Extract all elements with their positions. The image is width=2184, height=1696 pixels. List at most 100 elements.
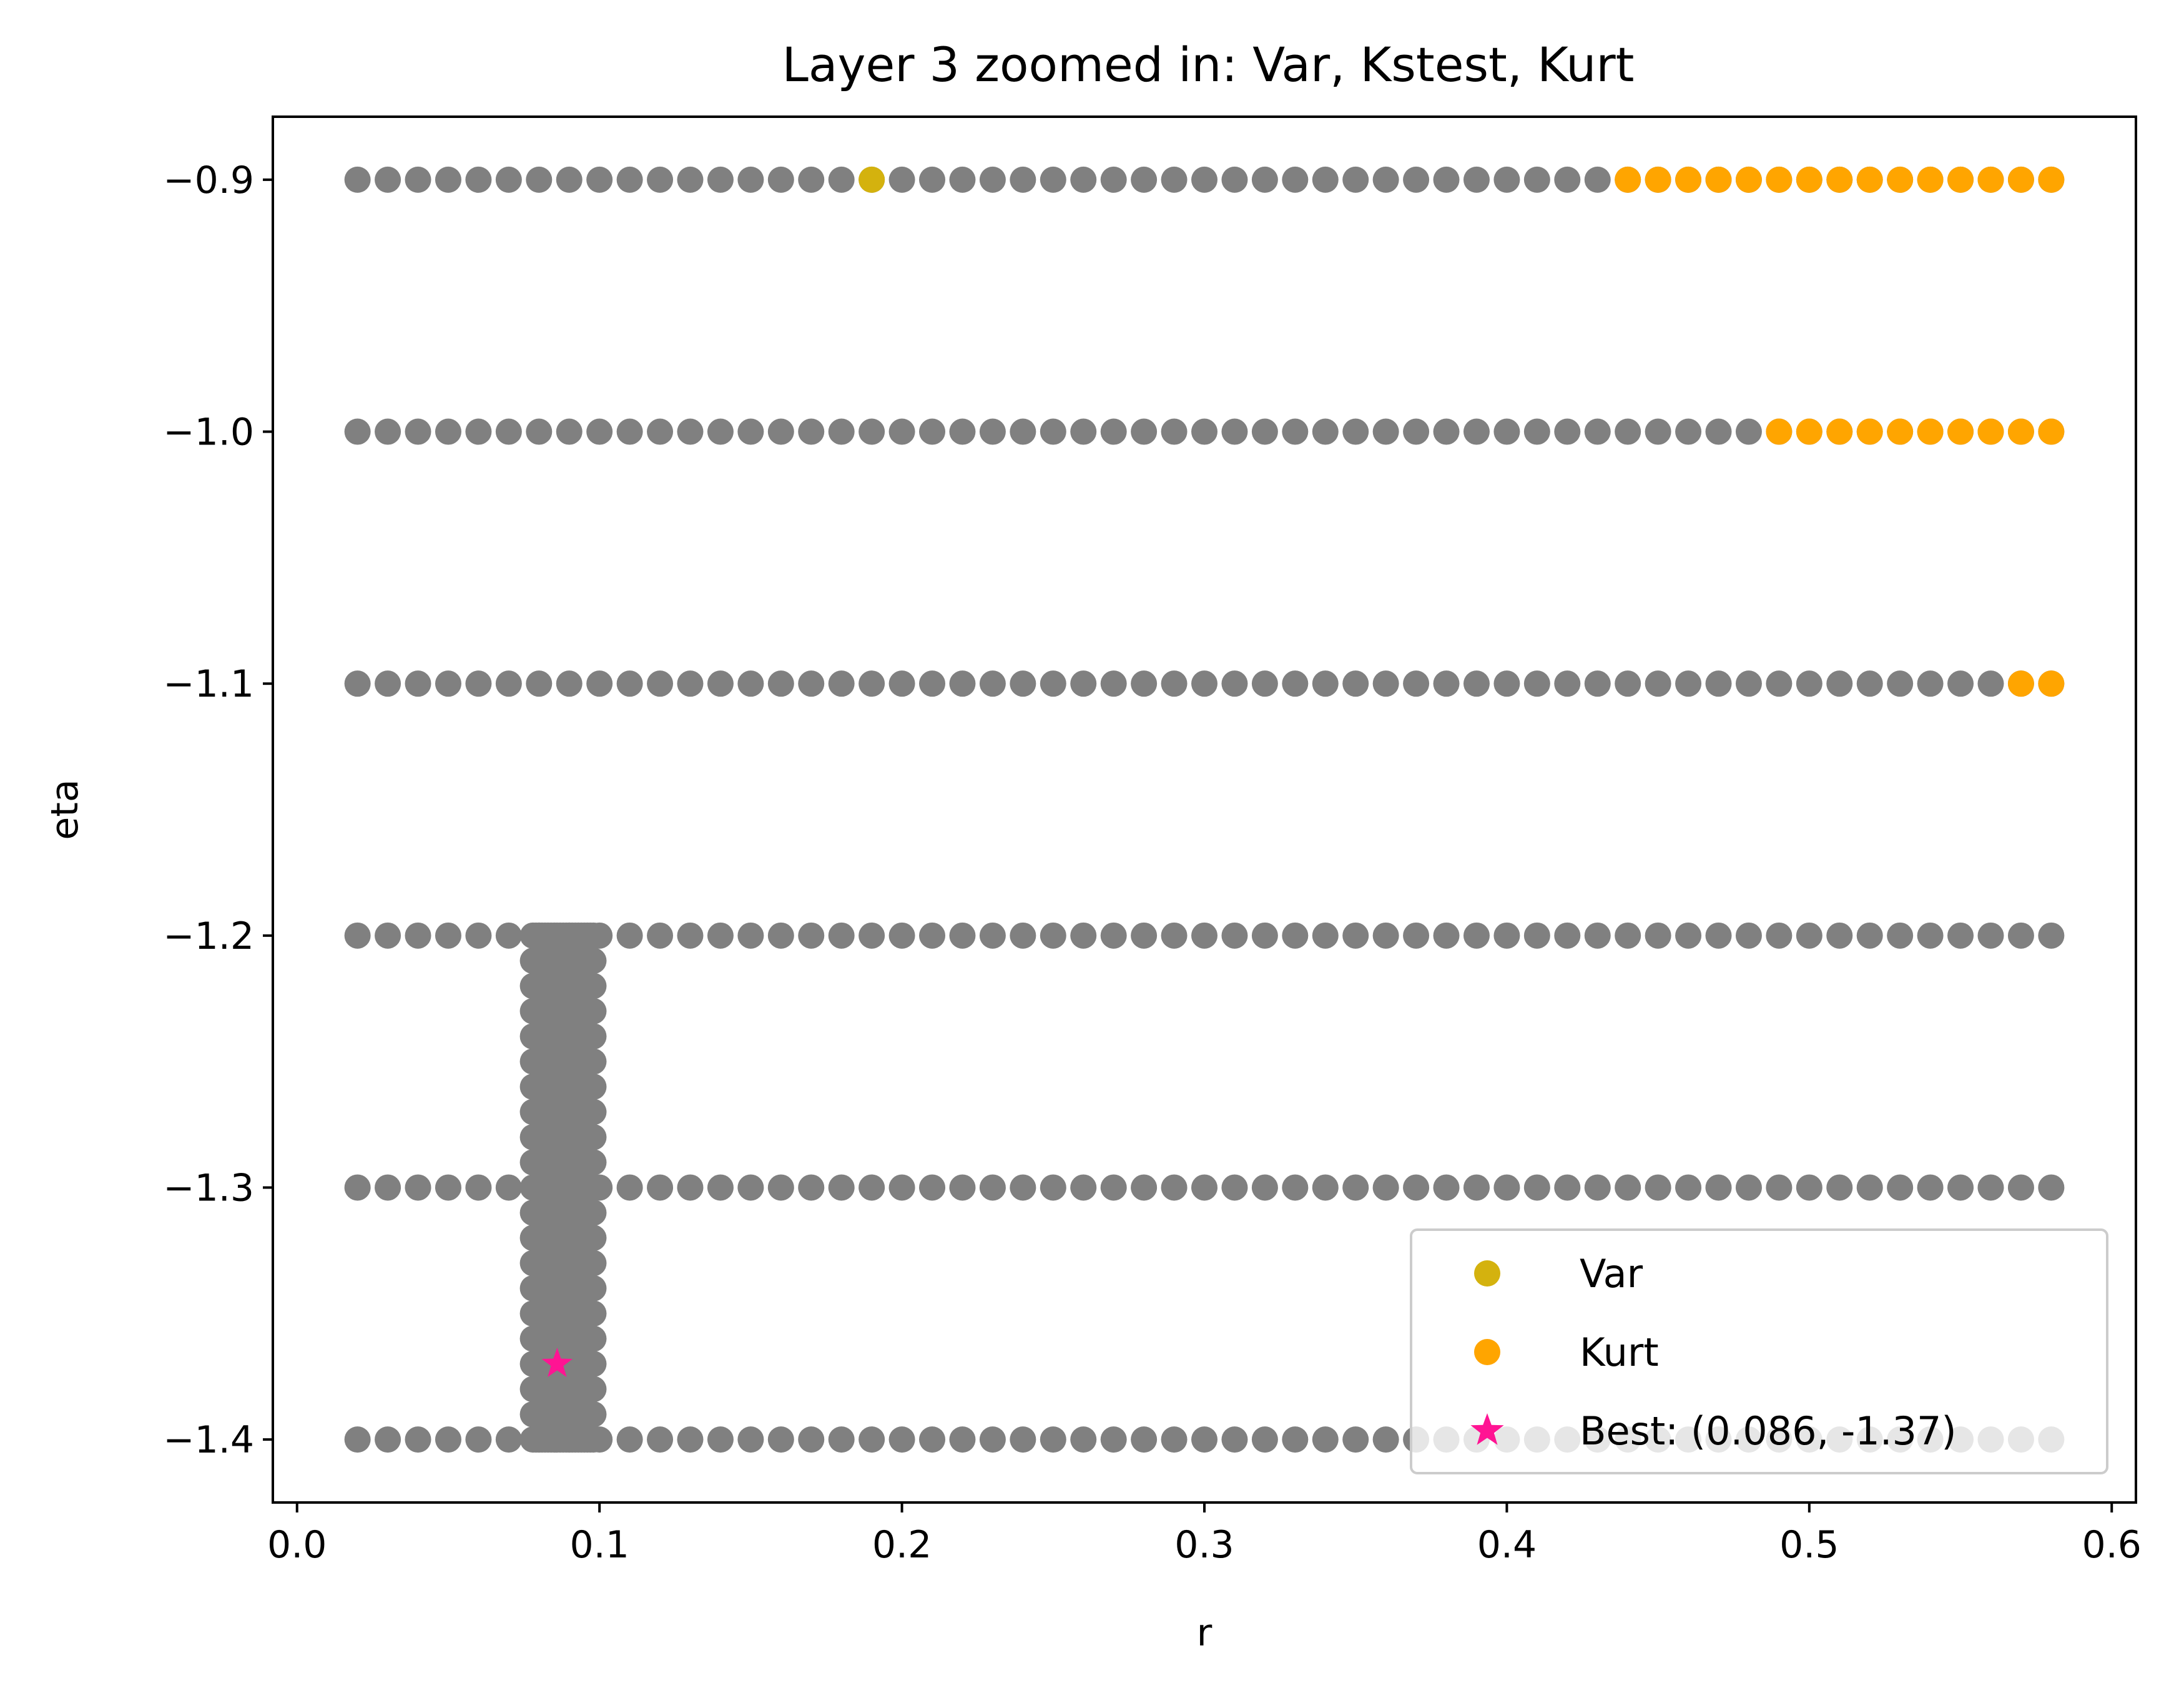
grid-point (616, 166, 643, 193)
fine-grid-point (580, 1325, 607, 1352)
grid-point (1251, 922, 1278, 949)
grid-point (1191, 166, 1217, 193)
grid-point (1403, 418, 1430, 445)
grid-point (919, 418, 946, 445)
x-tick-label: 0.5 (1779, 1523, 1839, 1567)
grid-point (858, 922, 885, 949)
kurt-point (1675, 166, 1702, 193)
grid-point (1403, 166, 1430, 193)
grid-point (647, 418, 674, 445)
grid-point (949, 922, 976, 949)
grid-point (1856, 1174, 1883, 1201)
grid-point (1191, 670, 1217, 697)
grid-point (1493, 922, 1520, 949)
grid-point (465, 166, 492, 193)
y-axis-label: eta (43, 779, 87, 840)
legend-label: Kurt (1580, 1330, 1659, 1375)
grid-point (344, 418, 371, 445)
grid-point (1010, 1426, 1036, 1453)
grid-point (1010, 1174, 1036, 1201)
grid-point (1917, 670, 1944, 697)
grid-point (1131, 670, 1158, 697)
grid-point (858, 1426, 885, 1453)
grid-point (1493, 166, 1520, 193)
grid-point (1433, 418, 1460, 445)
fine-grid-point (580, 1099, 607, 1125)
kurt-point (1735, 166, 1762, 193)
grid-point (405, 1174, 431, 1201)
grid-point (375, 1174, 401, 1201)
grid-point (888, 922, 915, 949)
grid-point (1131, 1426, 1158, 1453)
grid-point (707, 166, 734, 193)
grid-point (767, 670, 794, 697)
grid-point (707, 670, 734, 697)
fine-grid-point (580, 1048, 607, 1075)
grid-point (344, 1174, 371, 1201)
grid-point (1615, 922, 1641, 949)
kurt-point (1645, 166, 1671, 193)
grid-point (1251, 166, 1278, 193)
grid-point (1493, 418, 1520, 445)
grid-point (1191, 418, 1217, 445)
x-tick-label: 0.3 (1174, 1523, 1234, 1567)
grid-point (586, 418, 613, 445)
grid-point (1070, 922, 1097, 949)
kurt-point (1826, 166, 1853, 193)
y-tick-label: −1.4 (163, 1418, 254, 1462)
kurt-point (1977, 418, 2004, 445)
grid-point (465, 1174, 492, 1201)
grid-point (495, 1174, 522, 1201)
legend-star-marker (1470, 1413, 1504, 1445)
fine-grid-point (580, 973, 607, 999)
grid-point (737, 1426, 764, 1453)
grid-point (888, 418, 915, 445)
grid-point (1523, 166, 1550, 193)
grid-point (1372, 670, 1399, 697)
grid-point (798, 1426, 825, 1453)
grid-point (1312, 670, 1339, 697)
grid-point (737, 670, 764, 697)
fine-grid-point (580, 1225, 607, 1252)
grid-point (1523, 670, 1550, 697)
grid-point (1040, 670, 1066, 697)
fine-grid-point (580, 1401, 607, 1428)
grid-point (1251, 670, 1278, 697)
kurt-point (2038, 418, 2065, 445)
grid-point (1705, 418, 1732, 445)
grid-point (1554, 922, 1581, 949)
kurt-point (2007, 418, 2034, 445)
grid-point (1342, 418, 1369, 445)
grid-point (798, 670, 825, 697)
legend-items: Var Kurt Best: (0.086, -1.37) (1470, 1251, 1957, 1454)
grid-point (1645, 418, 1671, 445)
grid-point (375, 670, 401, 697)
grid-point (1221, 166, 1248, 193)
grid-point (647, 1426, 674, 1453)
grid-point (1463, 1174, 1490, 1201)
legend-box (1410, 1228, 2108, 1474)
grid-point (979, 922, 1006, 949)
grid-point (1584, 670, 1611, 697)
grid-point (1584, 922, 1611, 949)
fine-grid-point (580, 1300, 607, 1327)
grid-point (1282, 922, 1309, 949)
y-tick-label: −1.2 (163, 914, 254, 958)
kurt-point (1887, 418, 1914, 445)
fine-grid-point (580, 922, 607, 949)
grid-point (949, 1174, 976, 1201)
grid-point (1191, 1426, 1217, 1453)
grid-point (1403, 1174, 1430, 1201)
legend-circle-marker (1474, 1260, 1500, 1287)
grid-point (1312, 922, 1339, 949)
kurt-point (1766, 166, 1793, 193)
grid-point (1615, 670, 1641, 697)
grid-point (828, 922, 855, 949)
grid-point (858, 418, 885, 445)
grid-point (1887, 670, 1914, 697)
kurt-point (1856, 418, 1883, 445)
grid-point (1191, 1174, 1217, 1201)
grid-point (858, 670, 885, 697)
grid-point (1372, 418, 1399, 445)
